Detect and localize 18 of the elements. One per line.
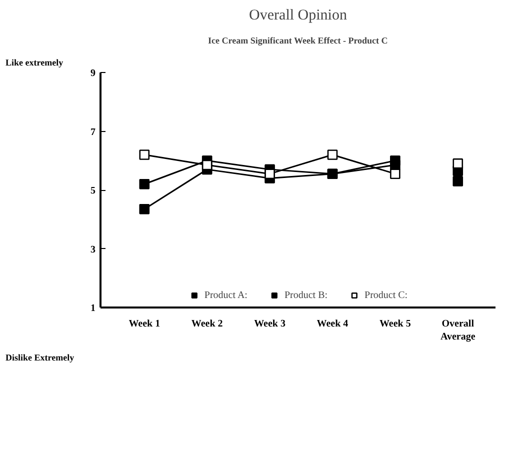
x-tick-label: Week 3 [254,318,286,330]
chart-title: Overall Opinion [249,8,348,24]
x-tick-label: Week 1 [128,318,160,330]
x-tick-label: Week 4 [316,318,348,330]
chart-subtitle: Ice Cream Significant Week Effect - Product C [208,36,388,46]
text: Dislike Extremely [6,352,75,362]
y-tick-label: 3 [90,244,96,256]
legend-label: Product C: [364,289,408,301]
y-tick-label: 1 [90,303,96,314]
text: Like extremely [6,58,64,68]
y-tick-label: 5 [90,186,96,196]
legend-label: Product B: [284,289,328,301]
legend-label: Product A: [204,289,248,301]
y-tick-label: 9 [90,68,96,79]
x-tick-label: Week 2 [191,318,223,330]
x-tick-label: Week 5 [379,318,411,330]
x-tick-label: Overall Average [440,318,476,343]
y-tick-label: 7 [90,126,96,138]
